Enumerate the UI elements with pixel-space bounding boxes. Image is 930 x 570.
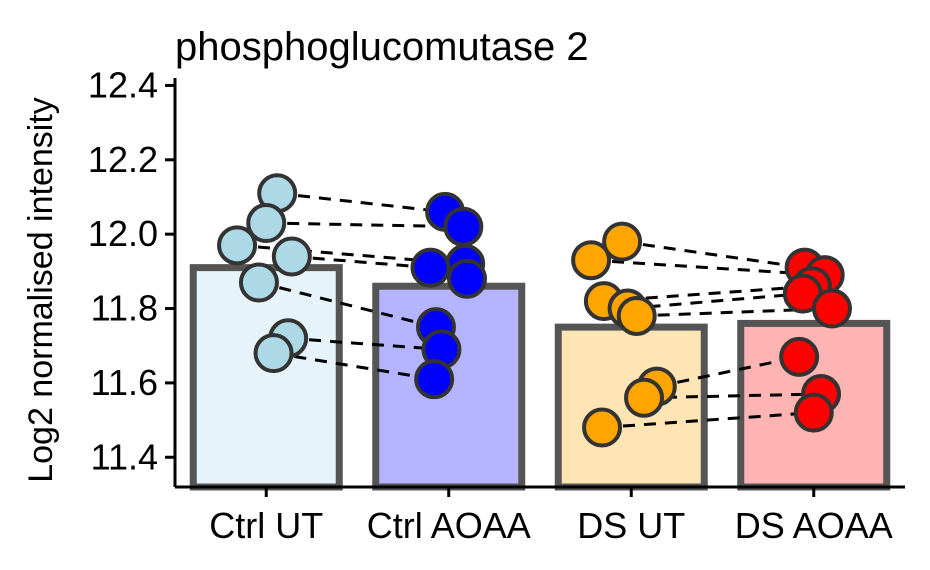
x-tick-label-ds-aoaa: DS AOAA	[735, 505, 893, 546]
point-ctrl-ut-4	[274, 238, 310, 274]
point-ds-aoaa-6	[781, 339, 817, 375]
point-ds-ut-2	[573, 242, 609, 278]
point-ds-ut-7	[626, 380, 662, 416]
y-tick-label-6: 12.4	[88, 64, 158, 105]
point-ctrl-aoaa-2	[445, 209, 481, 245]
y-tick-label-4: 12.0	[88, 213, 158, 254]
y-axis-label: Log2 normalised intensity	[22, 97, 60, 483]
pair-line-8	[622, 242, 805, 268]
y-tick-label-2: 11.6	[91, 362, 158, 403]
point-ctrl-aoaa-4	[413, 250, 449, 286]
point-ds-aoaa-5	[814, 291, 850, 327]
x-tick-label-ctrl-ut: Ctrl UT	[209, 505, 323, 546]
x-tick-label-ds-ut: DS UT	[577, 505, 685, 546]
y-tick-label-5: 12.2	[88, 139, 158, 180]
point-ctrl-ut-3	[219, 227, 255, 263]
y-tick-label-3: 11.8	[91, 288, 158, 329]
plot-area: 11.4 11.6 11.8 12.0 12.2 12.4 Ctrl UT Ctrl AOAA…	[88, 64, 905, 546]
bars-group	[193, 268, 887, 487]
point-ds-ut-8	[584, 410, 620, 446]
point-ctrl-ut-5	[241, 265, 277, 301]
y-tick-label-1: 11.4	[91, 436, 158, 477]
x-tick-label-ctrl-aoaa: Ctrl AOAA	[367, 505, 531, 546]
point-ds-aoaa-8	[796, 395, 832, 431]
point-ds-ut-5	[619, 298, 655, 334]
pair-line-1	[277, 193, 445, 212]
point-ctrl-ut-7	[256, 335, 292, 371]
point-ctrl-aoaa-8	[416, 361, 452, 397]
chart-title: phosphoglucomutase 2	[175, 25, 589, 69]
point-ctrl-aoaa-5	[449, 261, 485, 297]
